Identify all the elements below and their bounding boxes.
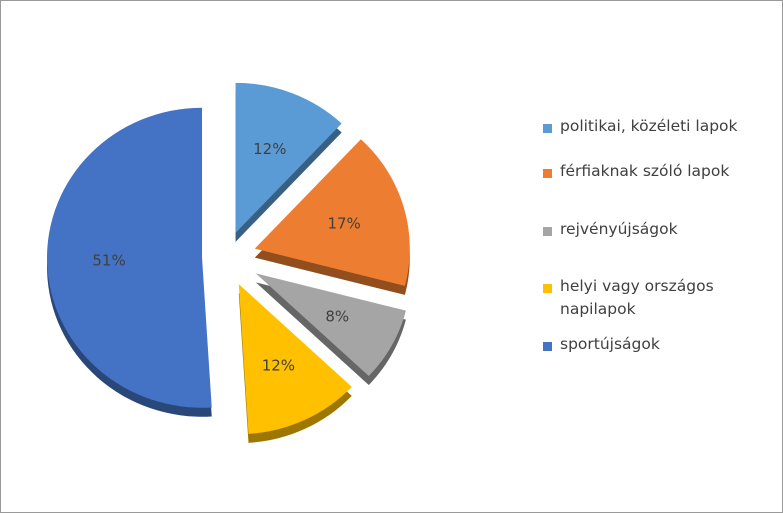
legend-item-napilapok: helyi vagy országos napilapok — [540, 275, 775, 333]
pie-slice-napilapok — [238, 284, 352, 434]
legend-item-politikai: politikai, közéleti lapok — [540, 115, 775, 160]
legend-item-ferfiaknak: férfiaknak szóló lapok — [540, 160, 775, 218]
legend-swatch — [543, 227, 552, 236]
data-label-politikai: 12% — [253, 140, 286, 158]
data-label-sportujsagok: 51% — [92, 252, 125, 270]
pie-slice-politikai — [235, 82, 342, 233]
legend: politikai, közéleti lapok férfiaknak szó… — [540, 115, 775, 356]
data-label-ferfiaknak: 17% — [327, 215, 360, 233]
pie-slice-rejvenyujsagok — [255, 273, 406, 377]
pie-slice-sportujsagok — [47, 107, 212, 408]
legend-label: politikai, közéleti lapok — [560, 117, 738, 135]
legend-label: férfiaknak szóló lapok — [560, 162, 730, 180]
data-label-rejvenyujsagok: 8% — [325, 308, 349, 326]
data-label-napilapok: 12% — [262, 357, 295, 375]
legend-swatch — [543, 342, 552, 351]
legend-item-sportujsagok: sportújságok — [540, 333, 775, 356]
pie-slice-ferfiaknak — [254, 139, 410, 286]
legend-item-rejvenyujsagok: rejvényújságok — [540, 218, 775, 275]
legend-swatch — [543, 124, 552, 133]
legend-swatch — [543, 284, 552, 293]
legend-label: helyi vagy országos napilapok — [560, 277, 714, 318]
legend-swatch — [543, 169, 552, 178]
legend-label: sportújságok — [560, 335, 660, 353]
legend-label: rejvényújságok — [560, 220, 678, 238]
